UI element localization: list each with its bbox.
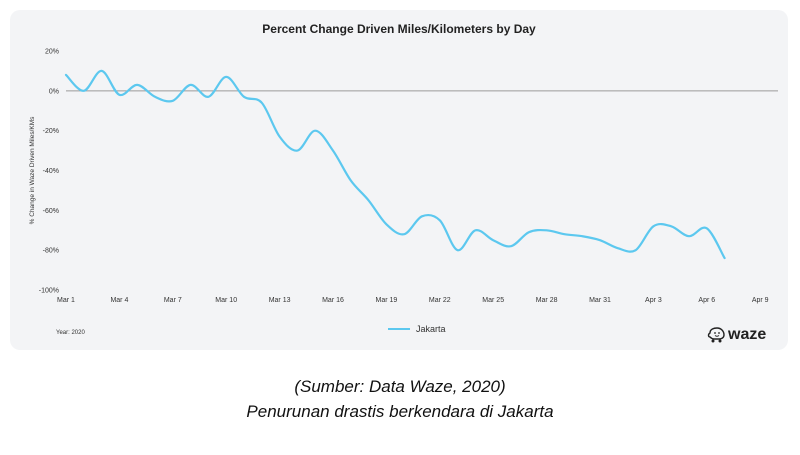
y-tick-label: -100% bbox=[39, 288, 59, 295]
waze-logo-text: waze bbox=[728, 326, 767, 343]
legend: Jakarta bbox=[388, 324, 446, 334]
legend-swatch bbox=[388, 328, 410, 330]
series-line-jakarta bbox=[64, 69, 726, 260]
x-tick-label: Apr 3 bbox=[645, 297, 662, 304]
caption-description: Penurunan drastis berkendara di Jakarta bbox=[246, 402, 554, 421]
cropped-text-line bbox=[0, 445, 800, 455]
caption-source: (Sumber: Data Waze, 2020) bbox=[294, 377, 506, 396]
legend-label: Jakarta bbox=[416, 324, 446, 334]
x-tick-label: Mar 16 bbox=[322, 297, 344, 304]
x-tick-label: Mar 19 bbox=[376, 297, 398, 304]
x-tick-label: Mar 10 bbox=[215, 297, 237, 304]
y-tick-label: 20% bbox=[45, 49, 59, 56]
x-tick-label: Mar 13 bbox=[269, 297, 291, 304]
x-tick-label: Mar 7 bbox=[164, 297, 182, 304]
chart-title: Percent Change Driven Miles/Kilometers b… bbox=[262, 22, 536, 36]
y-axis-label: % Change in Waze Driven Miles/KMs bbox=[29, 116, 36, 225]
x-tick-label: Mar 22 bbox=[429, 297, 451, 304]
year-footnote: Year: 2020 bbox=[56, 330, 85, 336]
x-tick-label: Mar 31 bbox=[589, 297, 611, 304]
x-tick-label: Mar 4 bbox=[110, 297, 128, 304]
x-tick-label: Apr 9 bbox=[752, 297, 769, 304]
y-tick-label: 0% bbox=[49, 88, 59, 95]
y-tick-label: -80% bbox=[43, 248, 59, 255]
x-tick-label: Apr 6 bbox=[698, 297, 715, 304]
y-tick-label: -20% bbox=[43, 128, 59, 135]
x-tick-label: Mar 25 bbox=[482, 297, 504, 304]
waze-logo: waze bbox=[707, 326, 766, 344]
chart-card: Percent Change Driven Miles/Kilometers b… bbox=[10, 10, 788, 350]
x-axis: Mar 1 Mar 4 Mar 7 Mar 10 Mar 13 Mar 16 Mar 19 M… bbox=[57, 297, 769, 304]
line-chart: 20%0%-20%-40%-60%-80%-100% Mar 1 Mar 4 Mar… bbox=[29, 49, 778, 304]
x-tick-label: Mar 1 bbox=[57, 297, 75, 304]
waze-icon bbox=[707, 327, 725, 343]
y-tick-label: -40% bbox=[43, 168, 59, 175]
y-axis: 20% 0% -20% -40% -60% -80% -100% bbox=[39, 49, 59, 295]
x-tick-label: Mar 28 bbox=[536, 297, 558, 304]
y-tick-label: -60% bbox=[43, 208, 59, 215]
